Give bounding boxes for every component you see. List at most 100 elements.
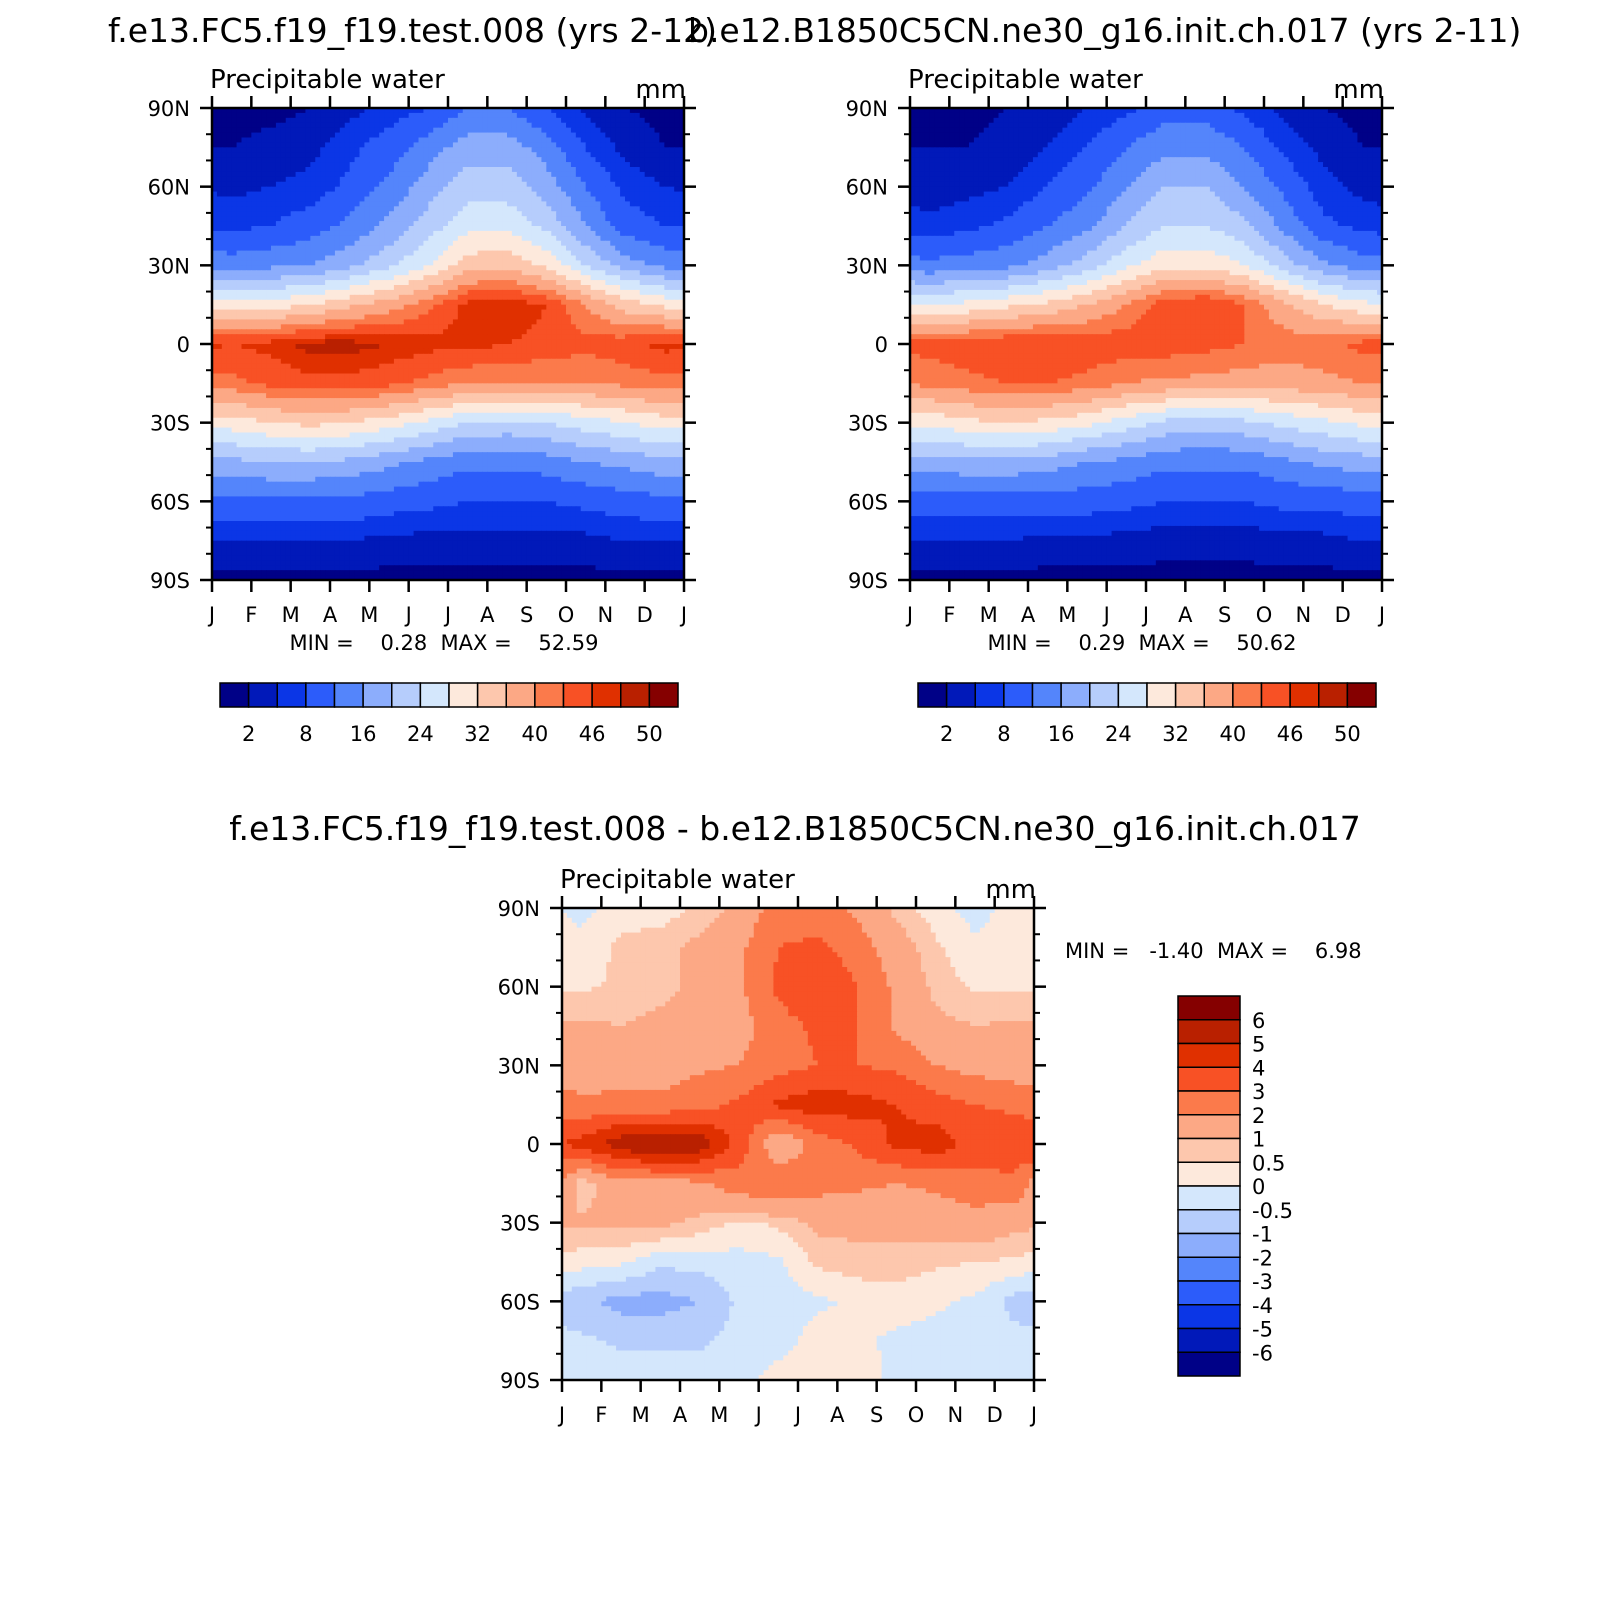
contour-cell (232, 216, 238, 222)
contour-cell (345, 123, 351, 129)
contour-cell (423, 118, 429, 124)
contour-cell (640, 113, 646, 119)
contour-cell (310, 354, 316, 360)
contour-cell (576, 113, 582, 119)
contour-cell (301, 329, 307, 335)
contour-cell (222, 192, 228, 198)
contour-cell (669, 157, 675, 163)
contour-cell (453, 265, 459, 271)
contour-cell (325, 290, 331, 296)
contour-cell (448, 260, 454, 266)
contour-cell (296, 177, 302, 183)
contour-cell (369, 167, 375, 173)
contour-cell (296, 334, 302, 340)
contour-cell (571, 265, 577, 271)
contour-cell (251, 324, 257, 330)
contour-cell (355, 265, 361, 271)
contour-cell (478, 133, 484, 139)
contour-cell (664, 128, 670, 134)
contour-cell (443, 147, 449, 153)
contour-cell (414, 157, 420, 163)
contour-cell (566, 167, 572, 173)
contour-cell (291, 305, 297, 311)
contour-cell (443, 167, 449, 173)
contour-cell (251, 192, 257, 198)
contour-cell (374, 344, 380, 350)
contour-cell (350, 167, 356, 173)
contour-cell (291, 290, 297, 296)
contour-cell (537, 315, 543, 321)
contour-cell (463, 270, 469, 276)
contour-cell (473, 221, 479, 227)
contour-cell (355, 334, 361, 340)
contour-cell (310, 182, 316, 188)
contour-cell (664, 221, 670, 227)
contour-cell (251, 349, 257, 355)
contour-cell (345, 201, 351, 207)
contour-cell (630, 260, 636, 266)
contour-cell (355, 142, 361, 148)
contour-cell (537, 162, 543, 168)
contour-cell (261, 216, 267, 222)
contour-cell (433, 226, 439, 232)
contour-cell (448, 339, 454, 345)
contour-cell (605, 226, 611, 232)
contour-cell (433, 246, 439, 252)
contour-cell (591, 324, 597, 330)
contour-cell (532, 324, 538, 330)
contour-cell (246, 359, 252, 365)
contour-cell (487, 182, 493, 188)
contour-cell (532, 300, 538, 306)
contour-cell (468, 354, 474, 360)
contour-cell (237, 300, 243, 306)
contour-cell (615, 201, 621, 207)
contour-cell (286, 138, 292, 144)
contour-cell (453, 270, 459, 276)
contour-cell (340, 123, 346, 129)
contour-cell (360, 265, 366, 271)
contour-cell (419, 349, 425, 355)
contour-cell (301, 221, 307, 227)
contour-cell (379, 349, 385, 355)
contour-cell (419, 241, 425, 247)
contour-cell (453, 123, 459, 129)
contour-cell (335, 113, 341, 119)
contour-cell (345, 305, 351, 311)
contour-cell (532, 246, 538, 252)
contour-cell (615, 113, 621, 119)
contour-cell (556, 329, 562, 335)
contour-cell (256, 270, 262, 276)
contour-cell (458, 172, 464, 178)
contour-cell (541, 231, 547, 237)
contour-cell (517, 280, 523, 286)
contour-cell (394, 113, 400, 119)
contour-cell (227, 236, 233, 242)
contour-cell (664, 324, 670, 330)
contour-cell (487, 221, 493, 227)
contour-cell (478, 123, 484, 129)
contour-cell (674, 256, 680, 262)
contour-cell (301, 334, 307, 340)
contour-cell (527, 315, 533, 321)
contour-cell (433, 344, 439, 350)
contour-cell (261, 231, 267, 237)
contour-cell (310, 329, 316, 335)
contour-cell (448, 157, 454, 163)
contour-cell (379, 280, 385, 286)
contour-cell (374, 354, 380, 360)
contour-cell (291, 275, 297, 281)
contour-cell (625, 138, 631, 144)
contour-cell (522, 251, 528, 257)
contour-cell (286, 305, 292, 311)
contour-cell (256, 344, 262, 350)
contour-cell (522, 197, 528, 203)
contour-cell (600, 275, 606, 281)
contour-cell (394, 182, 400, 188)
contour-cell (625, 324, 631, 330)
contour-cell (630, 315, 636, 321)
contour-cell (423, 113, 429, 119)
contour-cell (320, 197, 326, 203)
contour-cell (537, 118, 543, 124)
contour-cell (251, 265, 257, 271)
contour-cell (561, 285, 567, 291)
